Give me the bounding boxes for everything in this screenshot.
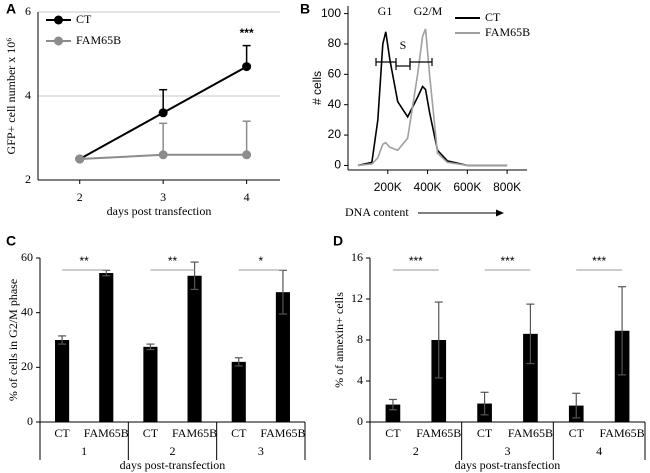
y-tick-label: 12 <box>351 291 363 305</box>
bar-label: FAM65B <box>260 426 305 440</box>
gate-label: S <box>400 38 407 52</box>
legend-marker <box>54 36 63 46</box>
panel-label: D <box>333 233 343 249</box>
category-label: 4 <box>596 444 602 458</box>
y-tick-label: 40 <box>328 97 342 111</box>
bar <box>231 361 246 422</box>
legend-marker <box>54 15 63 25</box>
bar <box>143 346 158 422</box>
y-tick-label: 40 <box>21 304 33 318</box>
bar <box>385 404 401 422</box>
bar <box>55 340 70 422</box>
y-axis-label: GFP+ cell number x 10⁶ <box>4 38 18 155</box>
bar-label: FAM65B <box>508 426 553 440</box>
legend-label: CT <box>76 12 92 26</box>
x-tick-label: 3 <box>160 190 166 204</box>
y-tick-label: 20 <box>21 359 33 373</box>
category-label: 3 <box>258 444 264 458</box>
bar-label: FAM65B <box>84 426 129 440</box>
y-tick-label: 4 <box>25 88 31 102</box>
bar <box>187 275 202 422</box>
y-axis-label: % of cells in G2/M phase <box>6 279 20 401</box>
bar <box>431 340 447 422</box>
bar-label: CT <box>477 426 493 440</box>
legend-label: FAM65B <box>485 25 530 39</box>
x-tick-label: 600K <box>453 180 481 194</box>
bar-label: CT <box>54 426 70 440</box>
panel-label: C <box>6 233 16 249</box>
y-axis-label: # cells <box>310 71 324 105</box>
y-tick-label: 60 <box>21 250 33 264</box>
series-line <box>357 28 508 167</box>
legend-label: FAM65B <box>76 33 121 47</box>
bar <box>99 273 114 422</box>
bar-label: FAM65B <box>172 426 217 440</box>
axis-arrowhead <box>496 209 504 217</box>
bar <box>614 330 630 422</box>
x-axis-label: days post transfection <box>107 204 212 218</box>
gate-label: G1 <box>378 4 393 18</box>
category-label: 2 <box>170 444 176 458</box>
y-tick-label: 4 <box>357 373 363 387</box>
y-tick-label: 100 <box>321 6 341 20</box>
panel-label: A <box>6 1 16 17</box>
bar-label: FAM65B <box>600 426 645 440</box>
legend-label: CT <box>485 10 501 24</box>
marker <box>158 150 168 160</box>
significance: * <box>258 254 263 268</box>
x-axis-label: days post-transfection <box>455 458 561 472</box>
x-tick-label: 200K <box>374 180 402 194</box>
marker <box>242 150 252 160</box>
y-tick-label: 6 <box>25 4 31 18</box>
bar-label: CT <box>143 426 159 440</box>
x-tick-label: 800K <box>493 180 521 194</box>
y-axis-label: % of annexin+ cells <box>332 292 346 388</box>
y-tick-label: 60 <box>328 67 342 81</box>
y-tick-label: 80 <box>328 36 342 50</box>
significance: ** <box>79 254 89 268</box>
marker <box>158 108 168 118</box>
bar-label: CT <box>385 426 401 440</box>
x-tick-label: 4 <box>244 190 250 204</box>
x-axis-label: days post-transfection <box>120 458 226 472</box>
category-label: 1 <box>81 444 87 458</box>
y-tick-label: 20 <box>328 127 342 141</box>
significance: *** <box>592 254 606 268</box>
y-tick-label: 2 <box>25 172 31 186</box>
category-label: 3 <box>505 444 511 458</box>
panel-label: B <box>300 1 310 17</box>
significance: ** <box>168 254 178 268</box>
bar-label: CT <box>569 426 585 440</box>
bar-label: FAM65B <box>416 426 461 440</box>
y-tick-label: 0 <box>27 414 33 428</box>
marker <box>242 62 252 72</box>
bar <box>275 292 290 422</box>
y-tick-label: 0 <box>334 158 341 172</box>
y-tick-label: 0 <box>357 414 363 428</box>
significance: *** <box>409 254 423 268</box>
marker <box>75 154 85 164</box>
bar-label: CT <box>231 426 247 440</box>
y-tick-label: 8 <box>357 332 363 346</box>
gate-label: G2/M <box>414 4 443 18</box>
x-tick-label: 2 <box>77 190 83 204</box>
x-axis-label: DNA content <box>345 205 409 219</box>
bar <box>523 333 538 422</box>
significance: *** <box>240 26 254 40</box>
x-tick-label: 400K <box>414 180 442 194</box>
y-tick-label: 16 <box>351 250 363 264</box>
category-label: 2 <box>413 444 419 458</box>
significance: *** <box>500 254 514 268</box>
